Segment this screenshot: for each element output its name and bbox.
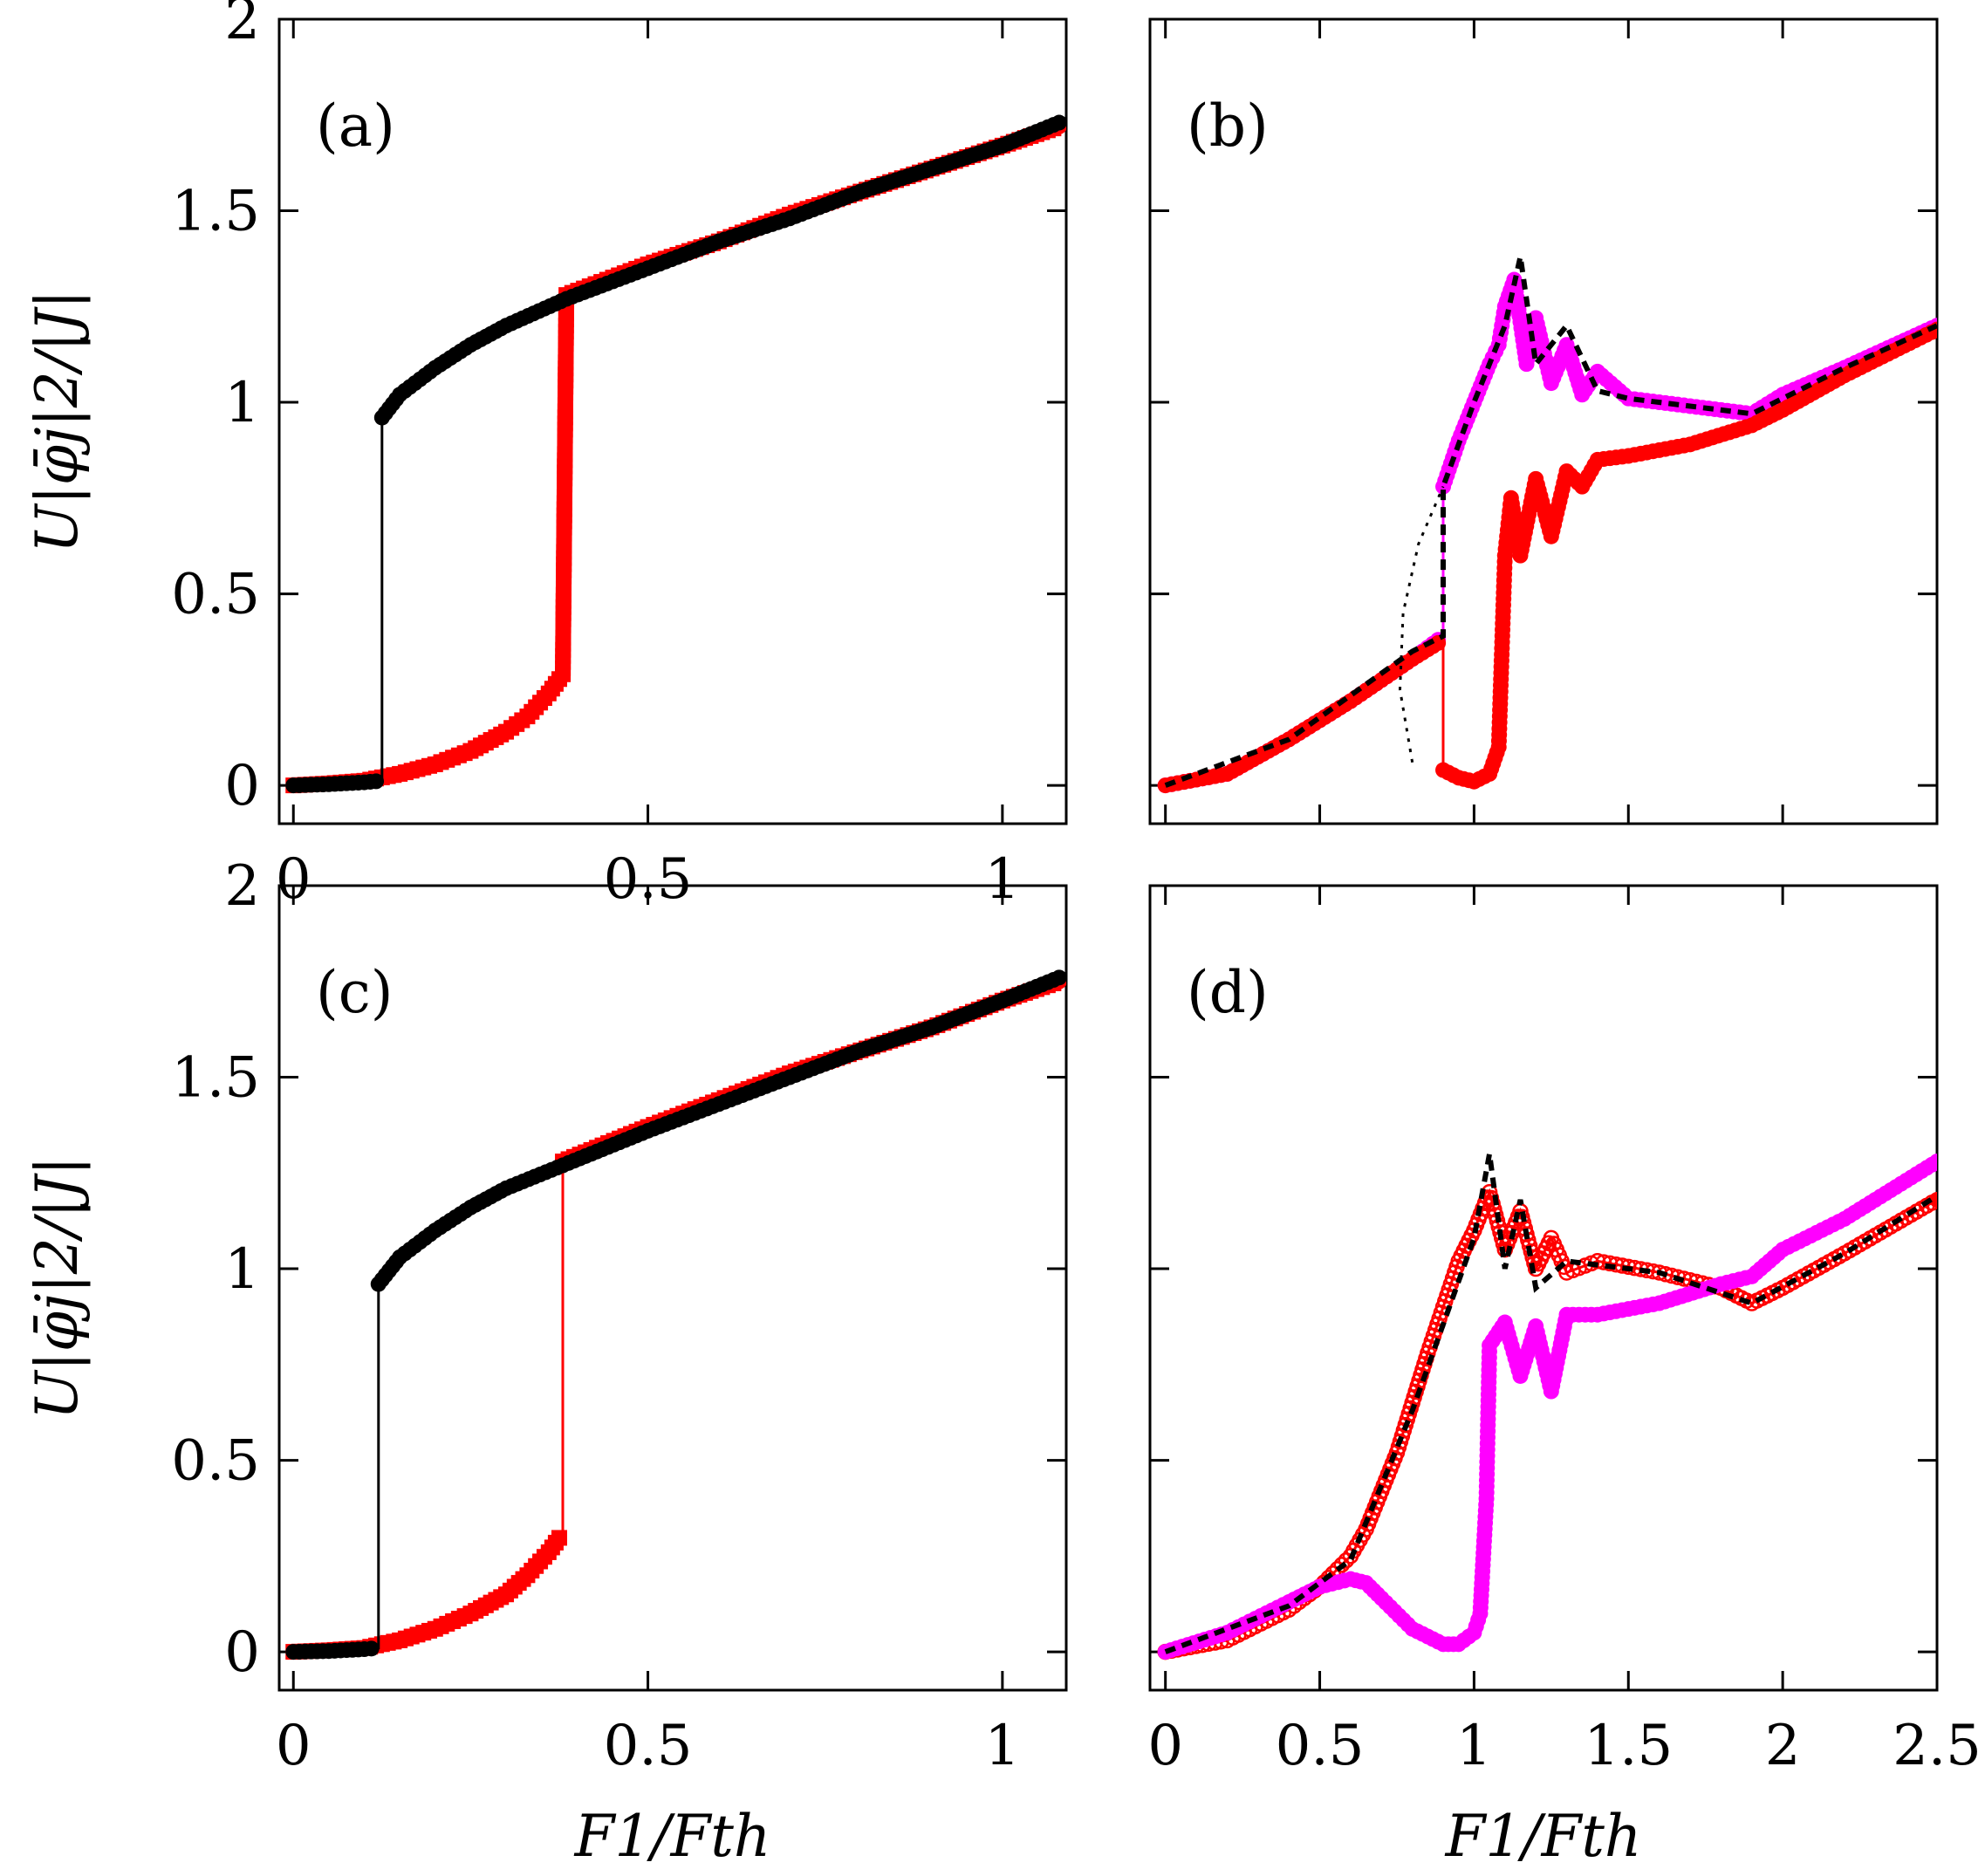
marker-red: [1601, 1255, 1619, 1272]
series-line-black-dashed: [1164, 256, 1937, 788]
series-line-black-dashed: [1164, 1153, 1937, 1654]
series-group: [1157, 256, 1937, 794]
y-axis-label: U|φ̄j|2/|J|: [24, 1156, 91, 1420]
marker-red: [1620, 1258, 1637, 1276]
x-tick-label: 2: [1765, 1714, 1801, 1778]
marker-black: [1051, 114, 1066, 131]
panel-d: 0 0.5 1 1.5 2 2.5 (d) F1/Fth: [1147, 884, 1982, 1870]
panel-c: 0 0.5 1 0 0.5 1 1.5 2 (c) U|φ̄j|2/|J| F1/Fth: [24, 854, 1068, 1870]
series-line-black: [293, 976, 1060, 1653]
plot-frame: [1148, 17, 1939, 825]
y-tick-label: 2: [224, 0, 260, 52]
marker-magenta: [1929, 1154, 1937, 1170]
x-tick-label: 1.5: [1584, 1714, 1673, 1778]
x-tick-label: 0: [1147, 1714, 1183, 1778]
marker-black: [368, 773, 385, 790]
series-line-red: [1165, 328, 1937, 787]
series-line-red: [293, 980, 1060, 1653]
series-line-black-dotted: [1398, 486, 1445, 763]
series-group: [285, 114, 1066, 794]
x-tick-label: 0.5: [1276, 1714, 1365, 1778]
plot-frame: [277, 884, 1068, 1692]
y-tick-label: 0: [224, 754, 260, 818]
panel-label: (a): [316, 92, 395, 160]
marker-red: [1589, 1253, 1606, 1270]
y-tick-label: 1.5: [171, 1046, 260, 1111]
y-tick-label: 0.5: [171, 563, 260, 627]
panel-label: (d): [1187, 959, 1269, 1026]
x-tick-label: 0.5: [604, 1714, 693, 1778]
y-tick-label: 0.5: [171, 1429, 260, 1494]
x-tick-label: 2.5: [1893, 1714, 1982, 1778]
series-group: [1157, 1153, 1937, 1660]
x-tick-label: 0: [276, 1714, 311, 1778]
y-tick-label: 2: [224, 854, 260, 919]
y-tick-label: 0: [224, 1620, 260, 1685]
y-tick-label: 1: [224, 1237, 260, 1302]
y-axis-label: U|φ̄j|2/|J|: [24, 290, 91, 553]
marker-black: [1051, 969, 1066, 986]
marker-black: [363, 1640, 380, 1657]
marker-red: [551, 1530, 567, 1546]
series-line-red: [293, 125, 1060, 787]
plot-frame: [277, 17, 1068, 825]
marker-red: [1929, 1192, 1937, 1208]
x-tick-label: 1: [1456, 1714, 1492, 1778]
x-axis-label: F1/Fth: [574, 1803, 771, 1870]
panel-label: (b): [1187, 92, 1269, 160]
plot-frame: [1148, 884, 1939, 1692]
x-tick-label: 1: [985, 1714, 1021, 1778]
y-tick-label: 1: [224, 371, 260, 435]
series-line-black: [293, 121, 1060, 787]
panel-label: (c): [316, 959, 393, 1026]
series-group: [285, 969, 1066, 1660]
panel-b: (b): [1148, 17, 1939, 825]
y-tick-label: 1.5: [171, 180, 260, 244]
marker-red: [1333, 1557, 1351, 1573]
panel-a: 0 0.5 100.511.52(a)U|φ̄j|2/|J|: [24, 0, 1068, 912]
x-axis-label: F1/Fth: [1445, 1803, 1642, 1870]
